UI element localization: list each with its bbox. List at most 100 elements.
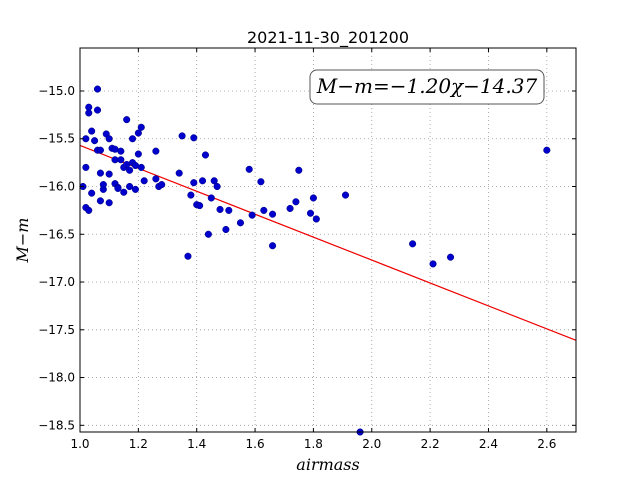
data-point [190, 179, 198, 187]
data-point [248, 211, 256, 219]
data-point [117, 147, 125, 155]
y-tick-label: −15.5 [38, 132, 75, 146]
plot-area [79, 47, 577, 436]
data-point [210, 177, 218, 185]
data-point [93, 85, 102, 93]
data-point [190, 134, 198, 142]
chart-title: 2021-11-30_201200 [247, 28, 409, 48]
data-point [341, 191, 350, 199]
data-point [85, 109, 93, 117]
x-tick-label: 2.2 [421, 437, 440, 451]
data-point [134, 129, 142, 137]
data-point [309, 194, 317, 202]
data-point [245, 165, 253, 173]
data-point [99, 181, 107, 189]
y-tick-label: −18.0 [38, 371, 75, 385]
data-point [88, 127, 96, 135]
y-axis-label: M−m [13, 218, 32, 264]
data-point [292, 198, 300, 206]
data-point [269, 210, 277, 218]
x-axis-label: airmass [296, 455, 359, 474]
data-point [96, 169, 104, 177]
data-point [120, 188, 128, 196]
data-point [114, 184, 122, 192]
data-point [140, 177, 148, 185]
data-point [204, 230, 212, 238]
data-point [295, 166, 303, 174]
data-point [96, 146, 104, 154]
data-point [429, 260, 437, 268]
data-point [196, 202, 204, 210]
annotation-box: M−m=−1.20χ−14.37 [309, 69, 545, 105]
y-tick-label: −17.5 [38, 323, 75, 337]
y-tick-label: −17.0 [38, 275, 75, 289]
data-point [117, 156, 125, 164]
annotation-text: M−m=−1.20χ−14.37 [316, 74, 538, 98]
data-point [123, 116, 131, 124]
fit-line [79, 144, 577, 341]
data-point [207, 194, 215, 202]
data-point [126, 182, 134, 191]
data-point [222, 225, 230, 234]
plot-frame [79, 47, 577, 433]
fit-line-layer [79, 144, 577, 341]
data-point [446, 253, 455, 261]
data-point [409, 240, 417, 248]
data-point [306, 209, 315, 217]
data-point [201, 151, 210, 159]
y-tick-labels: −15.0 −15.5 −16.0 −16.5 −17.0 −17.5 −18.0 −18.5 [38, 84, 75, 432]
data-point [312, 215, 320, 223]
data-point [184, 252, 192, 260]
x-tick-label: 1.0 [70, 437, 89, 451]
data-point [137, 123, 145, 131]
data-point [187, 191, 195, 199]
x-tick-labels: 1.0 1.2 1.4 1.6 1.8 2.0 2.2 2.4 2.6 [70, 437, 556, 451]
x-tick-label: 1.2 [129, 437, 148, 451]
x-tick-label: 1.4 [187, 437, 206, 451]
y-tick-label: −16.0 [38, 180, 75, 194]
data-point [128, 135, 137, 143]
data-point [543, 146, 551, 154]
y-tick-label: −15.0 [38, 84, 75, 98]
plot-background [80, 48, 576, 432]
data-point [96, 197, 104, 205]
data-point [85, 206, 93, 214]
data-point [213, 182, 221, 191]
data-point [105, 199, 113, 207]
data-point [257, 178, 265, 186]
data-point [105, 135, 113, 143]
data-point [134, 150, 142, 158]
data-point [286, 204, 294, 213]
data-point [236, 219, 245, 227]
x-tick-label: 1.8 [304, 437, 323, 451]
y-tick-label: −16.5 [38, 227, 75, 241]
data-point [105, 170, 113, 178]
grid [79, 48, 576, 432]
ticks [79, 48, 576, 432]
data-point [198, 177, 207, 185]
x-tick-label: 2.6 [537, 437, 556, 451]
data-point [93, 106, 102, 114]
data-point [216, 205, 224, 213]
data-point [131, 185, 139, 193]
data-point [158, 181, 166, 189]
data-point [152, 147, 160, 155]
data-point [269, 242, 277, 250]
y-tick-label: −18.5 [38, 418, 75, 432]
data-point [152, 175, 160, 183]
x-tick-label: 2.4 [479, 437, 498, 451]
data-point [126, 166, 134, 174]
points-layer [79, 85, 551, 436]
data-point [91, 137, 99, 145]
data-point [225, 206, 233, 214]
data-point [137, 163, 145, 171]
x-tick-label: 2.0 [362, 437, 381, 451]
data-point [175, 169, 183, 177]
annotation-frame [309, 69, 545, 105]
data-point [178, 132, 186, 140]
data-point [82, 163, 90, 171]
data-point [260, 206, 268, 214]
data-point [88, 189, 96, 197]
x-tick-label: 1.6 [246, 437, 265, 451]
